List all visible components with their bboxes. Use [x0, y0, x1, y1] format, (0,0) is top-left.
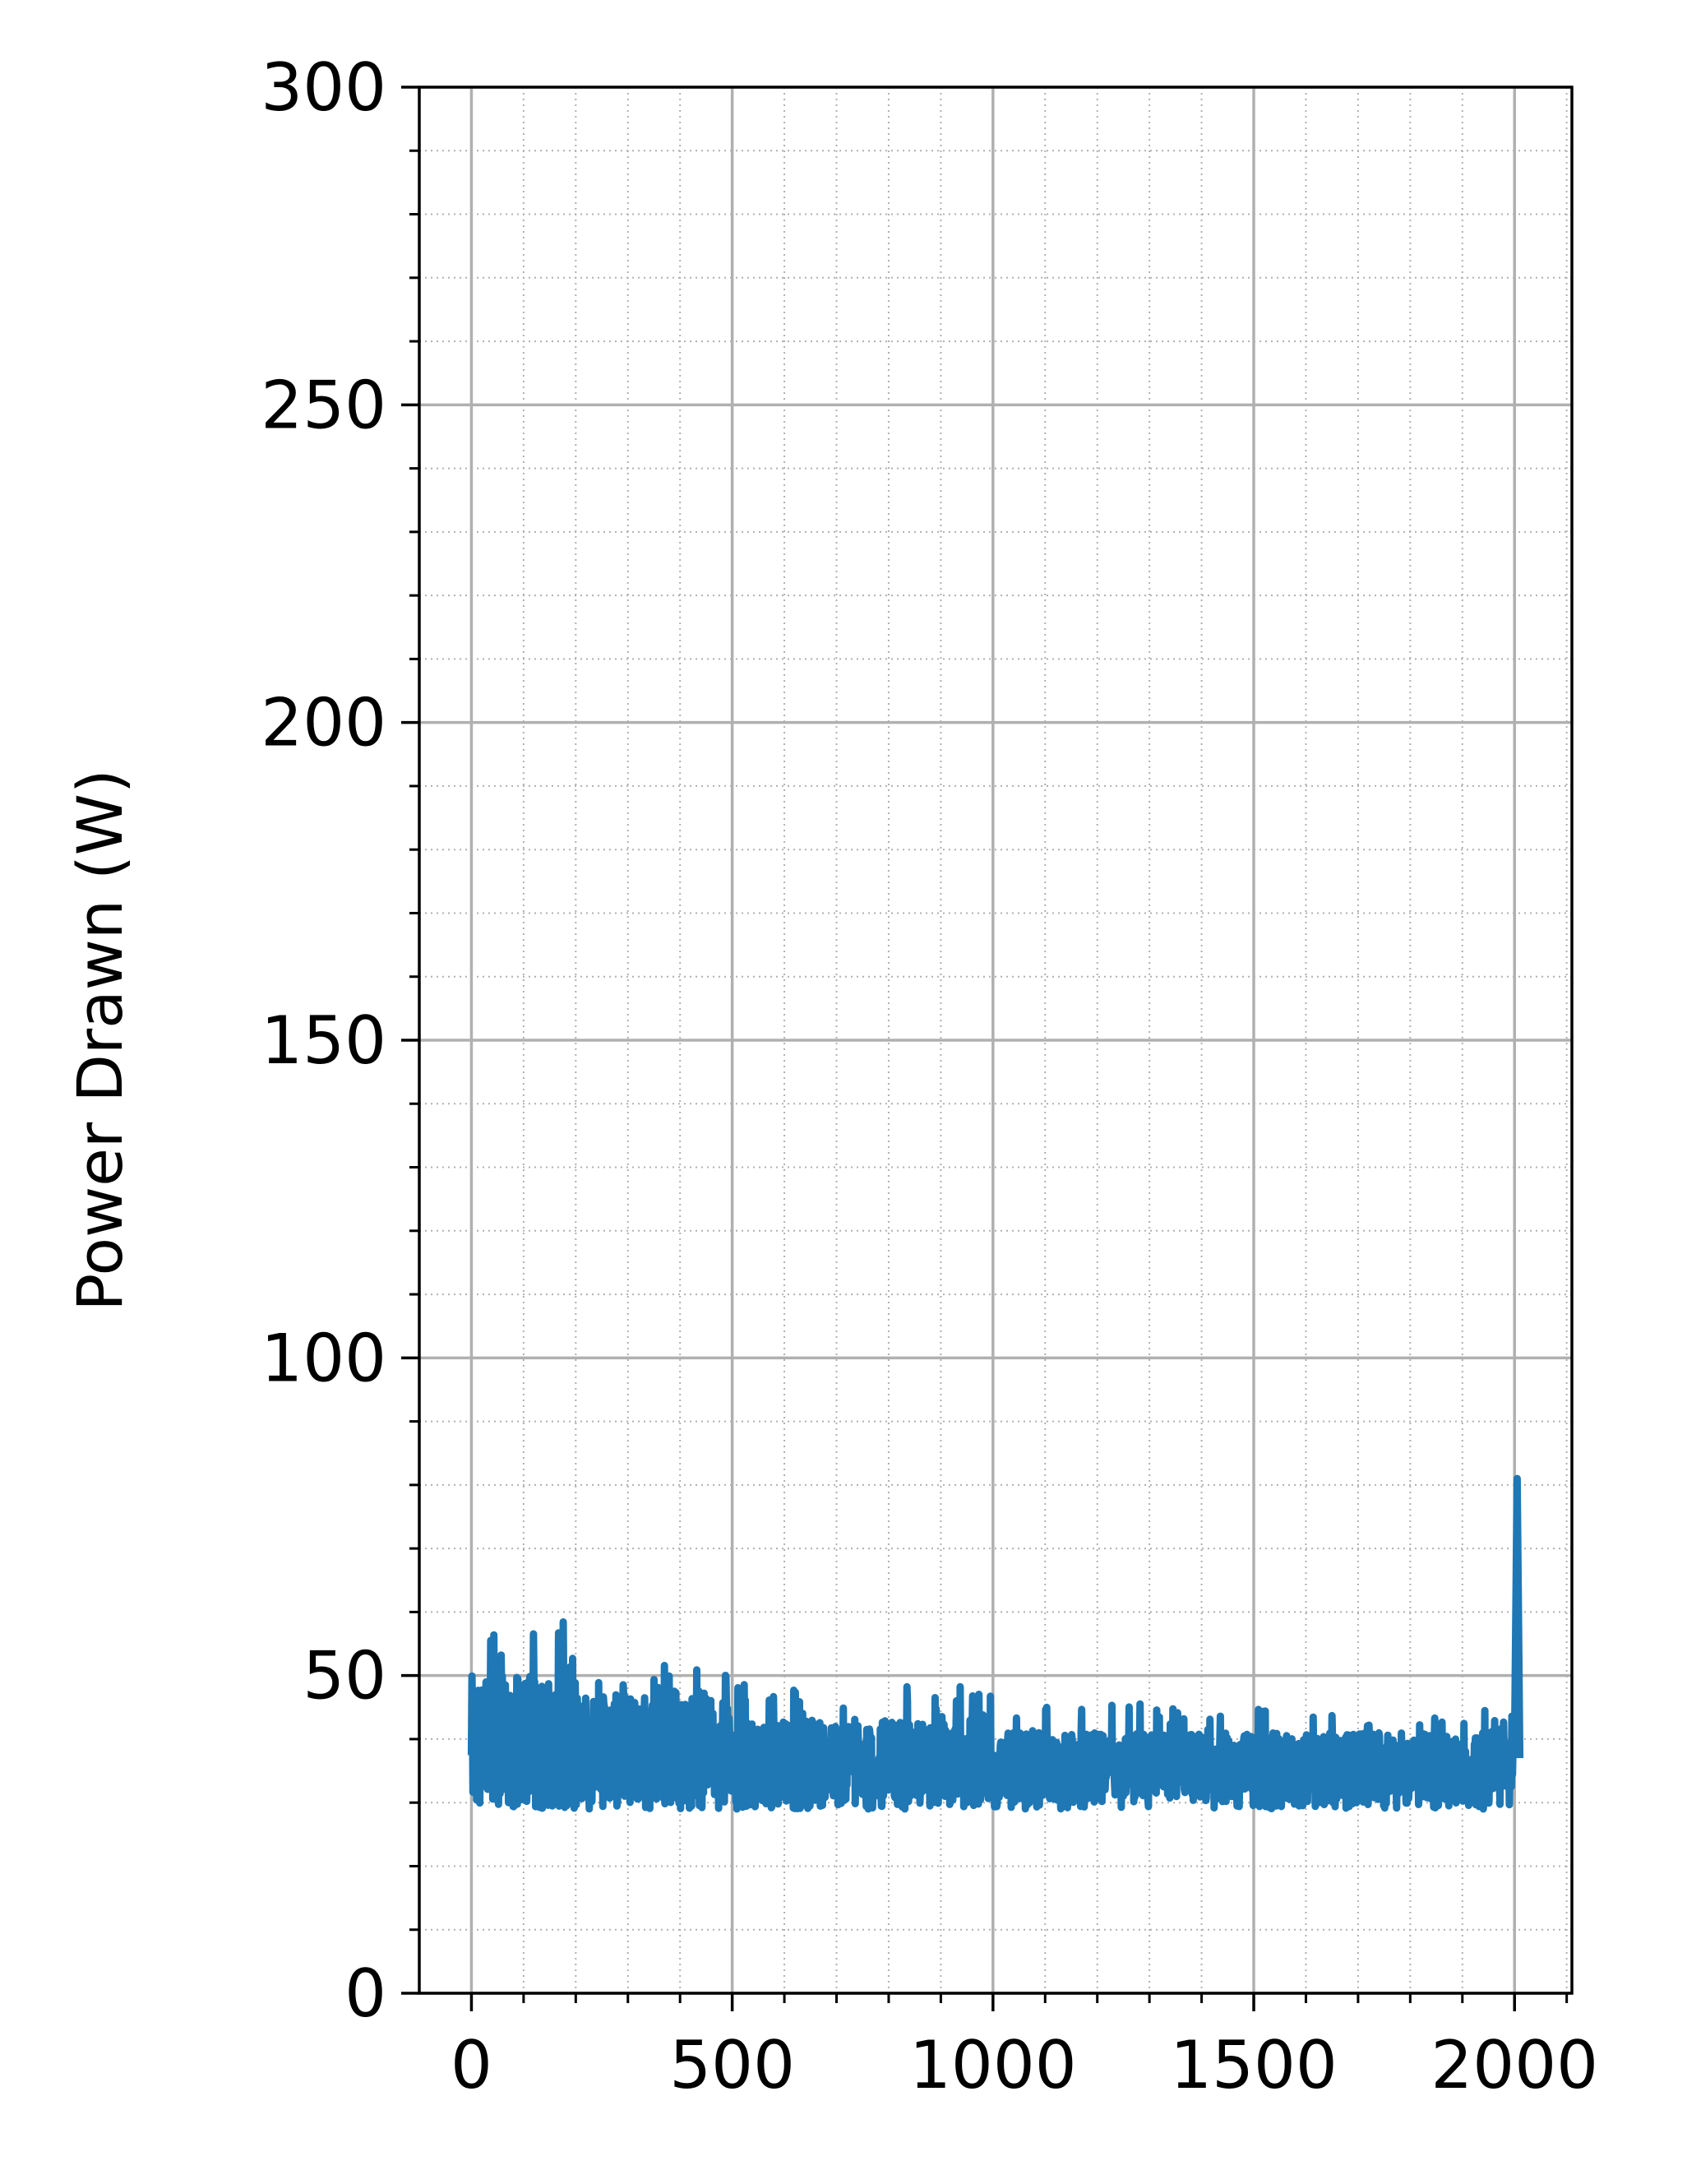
x-tick-label: 500	[669, 2027, 795, 2103]
y-tick-label: 50	[303, 1638, 386, 1714]
series-line	[467, 1474, 1524, 1813]
x-axis-ticks: 0 500 1000 1500 2000	[451, 1993, 1598, 2103]
y-axis-ticks: 0 50 100 150 200 250 300	[261, 49, 419, 2032]
y-tick-label: 250	[261, 367, 386, 443]
x-tick-label: 0	[451, 2027, 492, 2103]
x-tick-label: 2000	[1430, 2027, 1598, 2103]
y-tick-label: 100	[261, 1320, 386, 1396]
y-tick-label: 200	[261, 685, 386, 761]
y-tick-label: 150	[261, 1002, 386, 1079]
y-axis-label: Power Drawn (W)	[63, 769, 136, 1311]
x-tick-label: 1500	[1170, 2027, 1338, 2103]
y-tick-label: 300	[261, 49, 386, 126]
series-layer	[467, 1474, 1524, 1813]
x-tick-label: 1000	[909, 2027, 1077, 2103]
y-tick-label: 0	[344, 1955, 386, 2032]
